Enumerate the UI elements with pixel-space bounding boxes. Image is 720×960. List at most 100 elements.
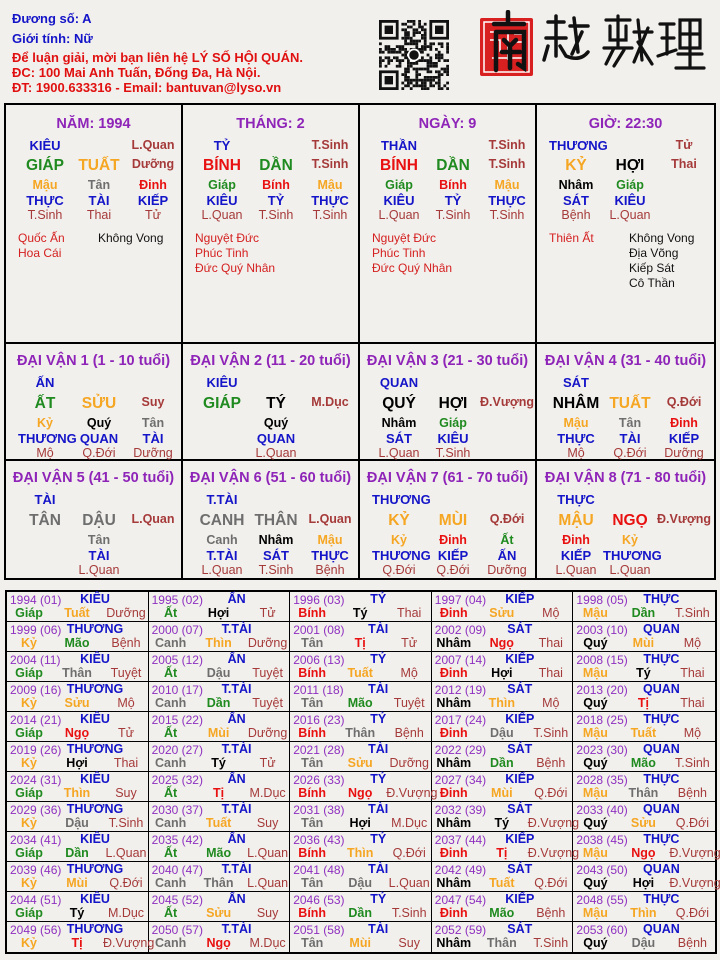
dai-van-5[interactable]: ĐẠI VẬN 5 (41 - 50 tuổi) TÀI TÂN DẬU L.Quan T… <box>6 461 183 578</box>
dai-van-8[interactable]: ĐẠI VẬN 8 (71 - 80 tuổi) THỰC MẬU NGỌ Đ.Vượn… <box>537 461 714 578</box>
can-chi-row: ẤT SỬU Suy <box>18 395 180 413</box>
year-cell[interactable]: 2036 (43) TỶ Bính Thìn Q.Đới <box>290 832 432 862</box>
year-cell[interactable]: 2012 (19) SÁT Nhâm Thìn Mộ <box>431 682 574 712</box>
year-cell[interactable]: 2022 (29) SÁT Nhâm Dần Bệnh <box>431 742 574 772</box>
year-cell[interactable]: 2051 (58) TÀI Tân Mùi Suy <box>290 922 432 952</box>
heavenly-stem: Mậu <box>582 666 608 680</box>
dai-van-1[interactable]: ĐẠI VẬN 1 (1 - 10 tuổi) ẤN ẤT SỬU Suy Kỷ Quý Tâ… <box>6 344 183 461</box>
year-cell[interactable]: 1998 (05) THỰC Mậu Dần T.Sinh <box>573 592 715 622</box>
growth-stage: L.Quan <box>255 446 297 460</box>
growth-stage: Dưỡng <box>106 606 146 620</box>
year-cell[interactable]: 2040 (47) T.TÀI Canh Thân L.Quan <box>148 862 291 892</box>
year-cell[interactable]: 2049 (56) THƯƠNG Kỷ Tị Đ.Vượng <box>7 922 155 952</box>
heavenly-stem: Mậu <box>582 606 608 620</box>
year-cell[interactable]: 1996 (03) TỶ Bính Tý Thai <box>290 592 432 622</box>
year-cell[interactable]: 2009 (16) THƯƠNG Kỷ Sửu Mộ <box>7 682 149 712</box>
year-cell[interactable]: 2044 (51) KIÊU Giáp Tý M.Dục <box>7 892 149 922</box>
year-cell[interactable]: 2013 (20) QUAN Quý Tị Thai <box>573 682 715 712</box>
year-cell[interactable]: 2053 (60) QUAN Quý Dậu Bệnh <box>573 922 715 952</box>
year-cell[interactable]: 2011 (18) TÀI Tân Mão Tuyệt <box>290 682 432 712</box>
year-cell[interactable]: 1994 (01) KIÊU Giáp Tuất Dưỡng <box>7 592 149 622</box>
heavenly-stem: Kỷ <box>21 876 37 890</box>
year-cell[interactable]: 2039 (46) THƯƠNG Kỷ Mùi Q.Đới <box>7 862 149 892</box>
dai-van-3[interactable]: ĐẠI VẬN 3 (21 - 30 tuổi) QUAN QUÝ HỢI Đ.Vượn… <box>360 344 537 461</box>
year-cell[interactable]: 2007 (14) KIẾP Đinh Hợi Thai <box>431 652 574 682</box>
year-cell[interactable]: 2014 (21) KIÊU Giáp Ngọ Tử <box>7 712 149 742</box>
year-cell[interactable]: 2032 (39) SÁT Nhâm Tý Đ.Vượng <box>431 802 579 832</box>
year-can-chi: Mậu Tý Thai <box>573 666 715 680</box>
dai-van-7[interactable]: ĐẠI VẬN 7 (61 - 70 tuổi) THƯƠNG KỶ MÙI Q.Đới… <box>360 461 537 578</box>
year-cell[interactable]: 2004 (11) KIÊU Giáp Thân Tuyệt <box>7 652 149 682</box>
stars-right: Không Vong <box>98 231 163 246</box>
year-cell[interactable]: 2015 (22) ẤN Ất Mùi Dưỡng <box>148 712 291 742</box>
year-cell[interactable]: 2020 (27) T.TÀI Canh Tý Tử <box>148 742 291 772</box>
year-cell[interactable]: 2046 (53) TỶ Bính Dần T.Sinh <box>290 892 432 922</box>
growth-stage: Đ.Vượng <box>103 936 155 950</box>
year-cell[interactable]: 2048 (55) THỰC Mậu Thìn Q.Đới <box>573 892 715 922</box>
year-cell[interactable]: 2005 (12) ẤN Ất Dậu Tuyệt <box>148 652 291 682</box>
dai-van-6[interactable]: ĐẠI VẬN 6 (51 - 60 tuổi) T.TÀI CANH THÂN L.Q… <box>183 461 360 578</box>
year-cell[interactable]: 2000 (07) T.TÀI Canh Thìn Dưỡng <box>148 622 291 652</box>
growth-stage: T.Sinh <box>435 208 471 222</box>
year-cell[interactable]: 2043 (50) QUAN Quý Hợi Đ.Vượng <box>573 862 720 892</box>
hidden-stems-row: Kỷ Quý Tân <box>18 416 180 430</box>
year-cell[interactable]: 2006 (13) TỶ Bính Tuất Mộ <box>290 652 432 682</box>
dai-van-4[interactable]: ĐẠI VẬN 4 (31 - 40 tuổi) SÁT NHÂM TUẤT Q.Đới… <box>537 344 714 461</box>
can-chi-row: CANH THÂN L.Quan <box>195 512 357 530</box>
year-cell[interactable]: 2008 (15) THỰC Mậu Tý Thai <box>573 652 715 682</box>
year-cell[interactable]: 2031 (38) TÀI Tân Hợi M.Dục <box>290 802 432 832</box>
dai-van-title: ĐẠI VẬN 8 (71 - 80 tuổi) <box>544 470 707 486</box>
stars-left: Quốc Ấn Hoa Cái <box>18 231 65 261</box>
growth-stage: Thai <box>671 157 697 171</box>
year-cell[interactable]: 2023 (30) QUAN Quý Mão T.Sinh <box>573 742 715 772</box>
year-cell[interactable]: 2019 (26) THƯƠNG Kỷ Hợi Thai <box>7 742 149 772</box>
year-cell[interactable]: 2001 (08) TÀI Tân Tị Tử <box>290 622 432 652</box>
hidden-stem: Đinh <box>439 533 467 547</box>
year-cell[interactable]: 2041 (48) TÀI Tân Dậu L.Quan <box>290 862 432 892</box>
dai-van-2[interactable]: ĐẠI VẬN 2 (11 - 20 tuổi) KIÊU GIÁP TÝ M.Dục Q… <box>183 344 360 461</box>
year-cell[interactable]: 2003 (10) QUAN Quý Mùi Mộ <box>573 622 715 652</box>
year-cell[interactable]: 2035 (42) ẤN Ất Mão L.Quan <box>148 832 291 862</box>
qr-code[interactable] <box>379 20 449 90</box>
year-cell[interactable]: 2033 (40) QUAN Quý Sửu Q.Đới <box>573 802 715 832</box>
year-age: 2025 (32) <box>151 773 203 787</box>
star-item: Đức Quý Nhân <box>195 261 276 275</box>
year-cell[interactable]: 2018 (25) THỰC Mậu Tuất Mộ <box>573 712 715 742</box>
ten-god-row: T.TÀI SÁT THỰC <box>195 548 357 563</box>
year-cell[interactable]: 1997 (04) KIẾP Đinh Sửu Mộ <box>431 592 574 622</box>
year-cell[interactable]: 2021 (28) TÀI Tân Sửu Dưỡng <box>290 742 432 772</box>
year-cell[interactable]: 2010 (17) T.TÀI Canh Dần Tuyệt <box>148 682 291 712</box>
year-cell[interactable]: 1999 (06) THƯƠNG Kỷ Mão Bệnh <box>7 622 149 652</box>
ten-god-label: ẤN <box>497 548 517 563</box>
growth-stage: Bệnh <box>536 906 566 920</box>
year-age: 2020 (27) <box>151 743 203 757</box>
year-cell[interactable]: 2002 (09) SÁT Nhâm Ngọ Thai <box>431 622 574 652</box>
year-cell[interactable]: 2026 (33) TỶ Bính Ngọ Đ.Vượng <box>290 772 438 802</box>
year-cell[interactable]: 2045 (52) ẤN Ất Sửu Suy <box>148 892 291 922</box>
year-cell[interactable]: 2027 (34) KIẾP Đinh Mùi Q.Đới <box>431 772 574 802</box>
year-cell[interactable]: 2052 (59) SÁT Nhâm Thân T.Sinh <box>432 922 574 952</box>
year-cell[interactable]: 2042 (49) SÁT Nhâm Tuất Q.Đới <box>431 862 574 892</box>
ten-god-label: THỰC <box>643 892 680 906</box>
year-age: 2045 (52) <box>151 893 203 907</box>
year-cell[interactable]: 2030 (37) T.TÀI Canh Tuất Suy <box>148 802 291 832</box>
year-cell[interactable]: 2017 (24) KIẾP Đinh Dậu T.Sinh <box>431 712 574 742</box>
year-cell[interactable]: 2038 (45) THỰC Mậu Ngọ Đ.Vượng <box>573 832 720 862</box>
ten-god-label: TÀI <box>368 682 389 696</box>
year-cell[interactable]: 2037 (44) KIẾP Đinh Tị Đ.Vượng <box>431 832 579 862</box>
heavenly-stem: Mậu <box>582 726 608 740</box>
ten-god-row: SÁT KIÊU <box>549 193 711 208</box>
year-cell[interactable]: 2034 (41) KIÊU Giáp Dần L.Quan <box>7 832 149 862</box>
year-cell[interactable]: 2047 (54) KIẾP Đinh Mão Bệnh <box>431 892 574 922</box>
year-cell[interactable]: 2028 (35) THỰC Mậu Thân Bệnh <box>573 772 715 802</box>
year-cell[interactable]: 2025 (32) ẤN Ất Tị M.Dục <box>148 772 291 802</box>
hidden-stem: Đinh <box>562 533 590 547</box>
year-cell[interactable]: 2016 (23) TỶ Bính Thân Bệnh <box>290 712 432 742</box>
year-cell[interactable]: 2050 (57) T.TÀI Canh Ngọ M.Dục <box>149 922 291 952</box>
year-age: 2050 (57) <box>151 923 203 937</box>
year-cell[interactable]: 1995 (02) ẤN Ất Hợi Tử <box>148 592 291 622</box>
year-age: 2036 (43) <box>293 833 345 847</box>
year-cell[interactable]: 2024 (31) KIÊU Giáp Thìn Suy <box>7 772 149 802</box>
dai-van-label-row: THƯƠNG <box>372 492 534 507</box>
year-cell[interactable]: 2029 (36) THƯƠNG Kỷ Dậu T.Sinh <box>7 802 149 832</box>
